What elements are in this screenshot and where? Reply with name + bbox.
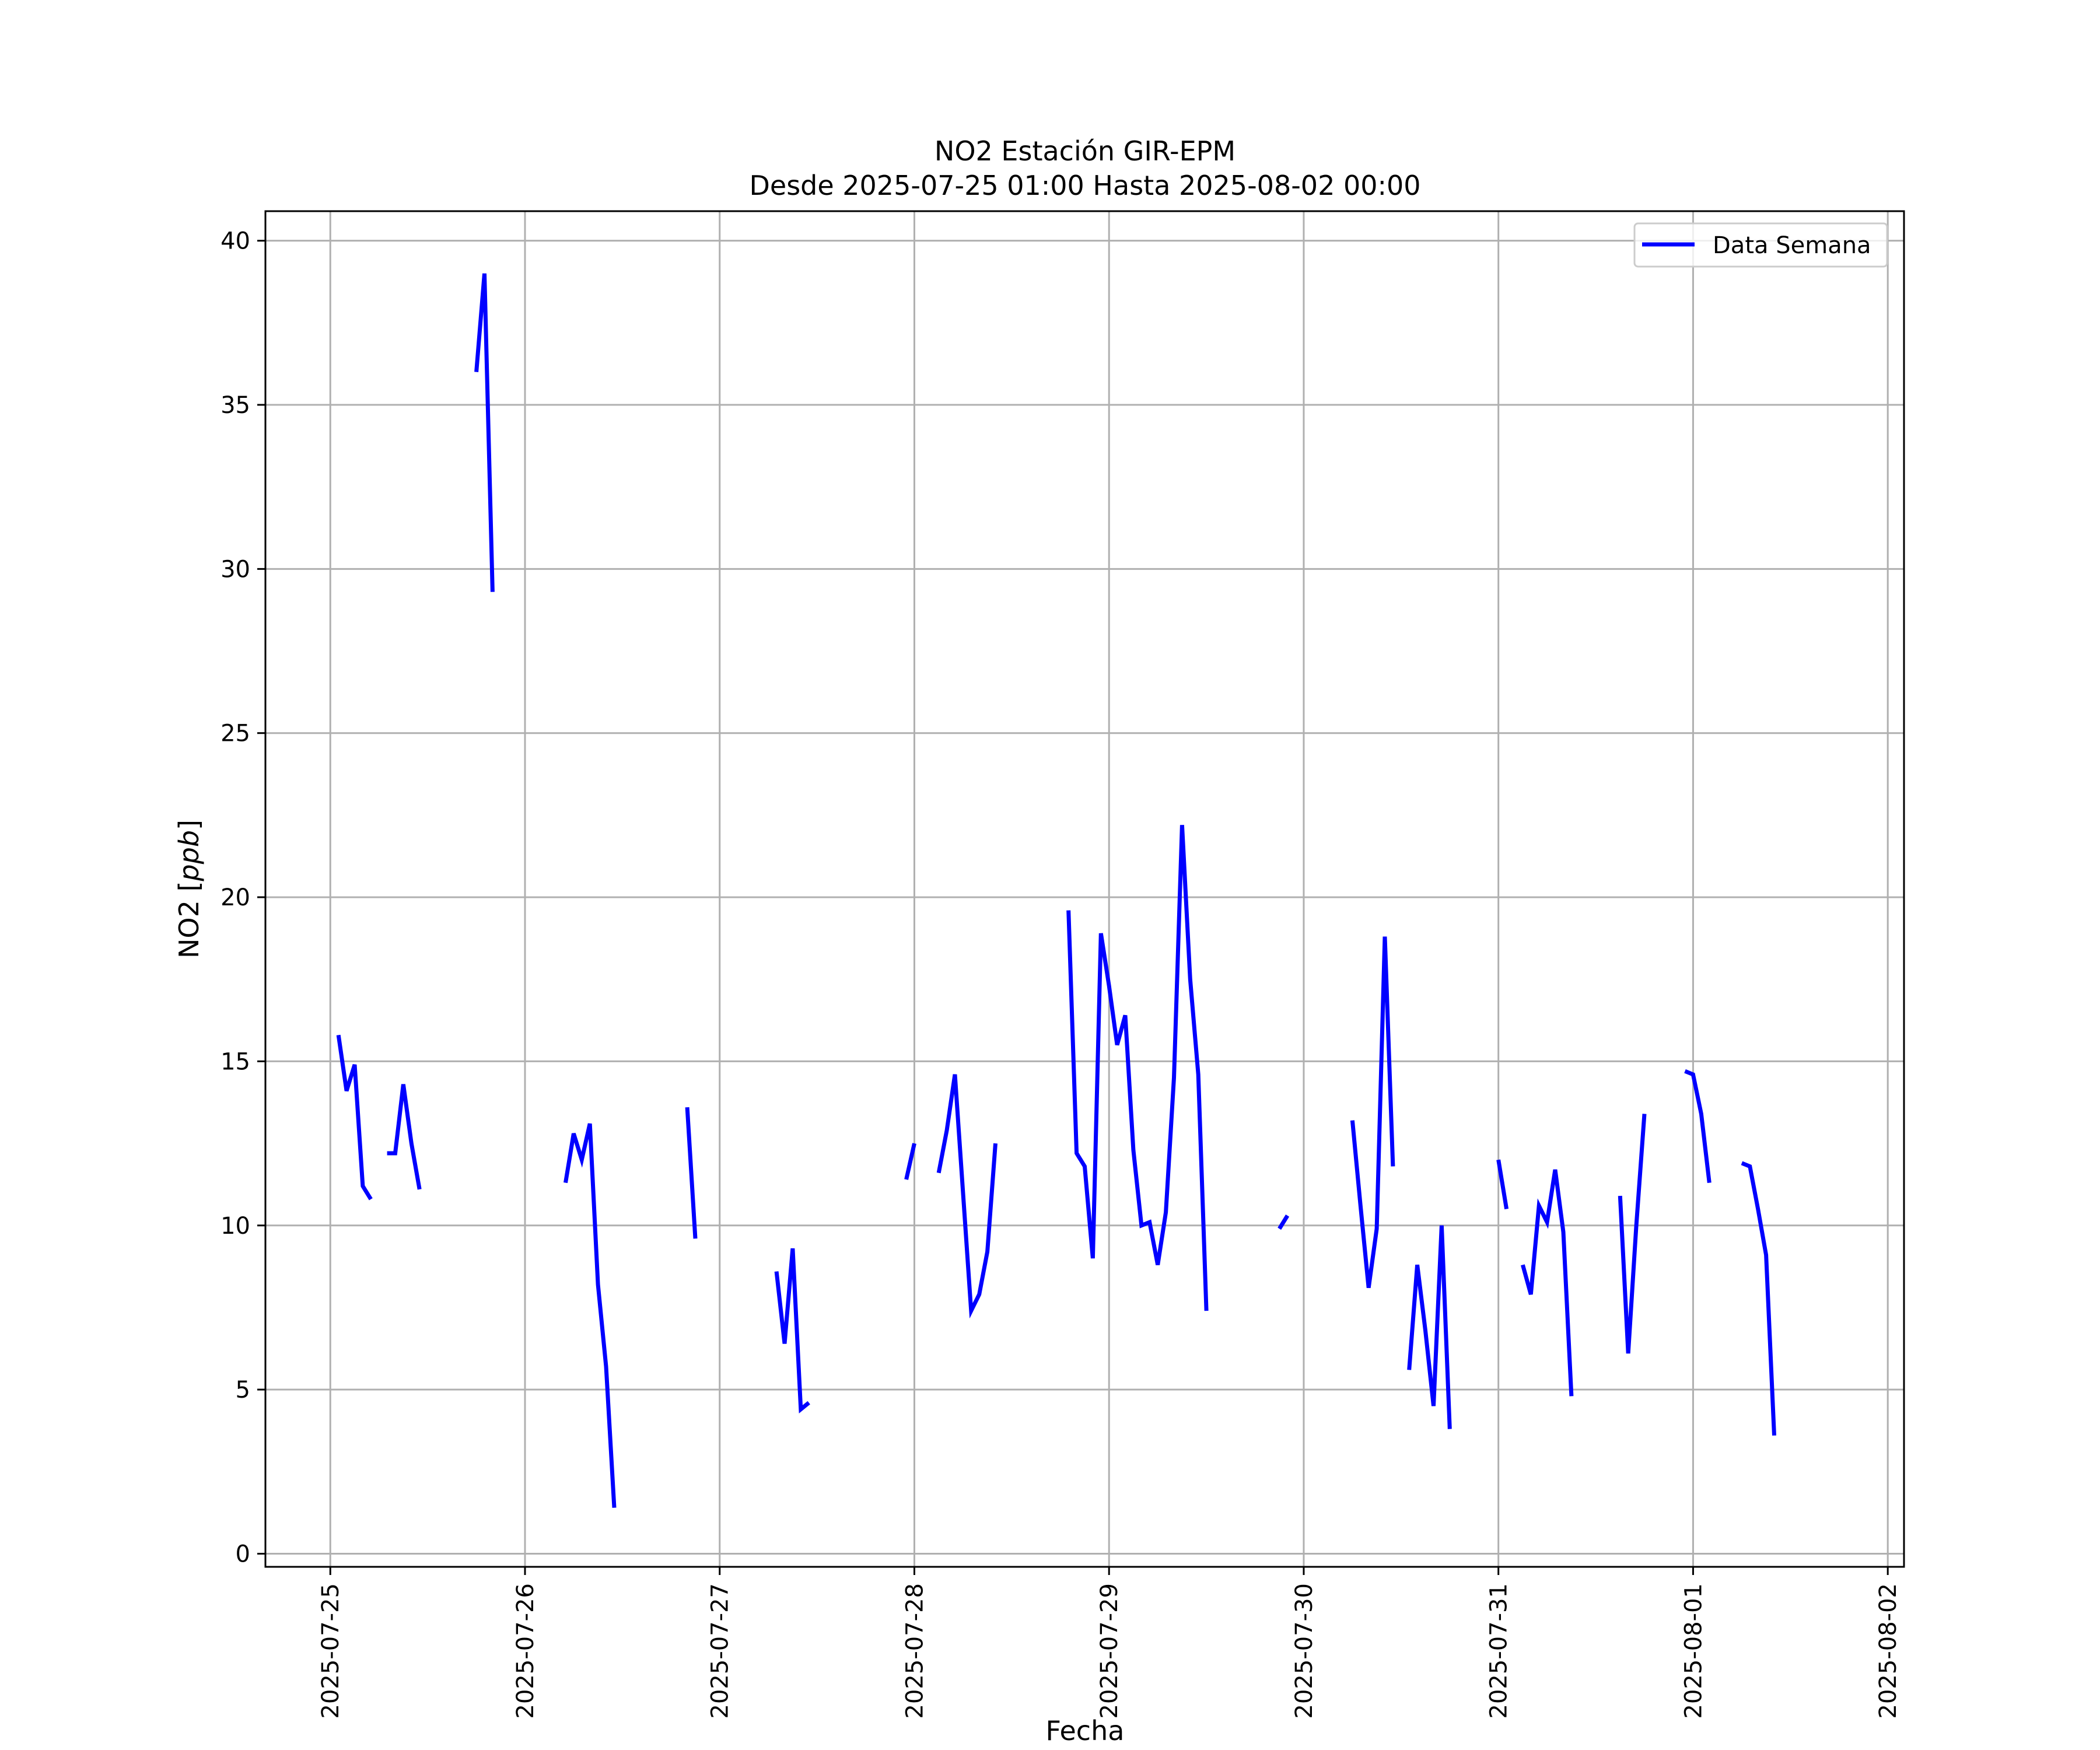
x-tick-label: 2025-08-02 (1875, 1583, 1902, 1718)
grid-lines (265, 211, 1904, 1567)
legend: Data Semana (1633, 222, 1888, 268)
series-line-segment (1618, 1114, 1647, 1354)
y-axis-label: NO2 [ppb] (173, 820, 205, 958)
x-tick-label: 2025-07-25 (317, 1583, 344, 1718)
y-axis-label-prefix: NO2 [ (173, 881, 205, 958)
series-line-segment (1684, 1069, 1712, 1184)
chart-subtitle: Desde 2025-07-25 01:00 Hasta 2025-08-02 … (749, 170, 1420, 201)
series-line-segment (1741, 1161, 1776, 1436)
y-tick-label: 15 (220, 1048, 250, 1075)
legend-box (1633, 222, 1888, 268)
series-line-segment (1066, 825, 1209, 1311)
y-tick-label: 20 (220, 884, 250, 911)
x-tick-label: 2025-07-30 (1291, 1583, 1318, 1718)
series-line-segment (774, 1248, 810, 1413)
series-line-segment (1407, 1225, 1452, 1429)
x-tick-label: 2025-07-26 (512, 1583, 539, 1718)
series-line-segment (1496, 1159, 1509, 1210)
x-tick-label: 2025-07-29 (1096, 1583, 1123, 1718)
series-line-segment (904, 1143, 916, 1180)
series-line-segment (685, 1107, 698, 1239)
x-tick-label: 2025-07-31 (1486, 1583, 1513, 1718)
y-tick-label: 35 (220, 392, 250, 419)
y-tick-label: 10 (220, 1213, 250, 1240)
series-line-segment (336, 1034, 373, 1200)
x-axis-label: Fecha (1046, 1715, 1125, 1746)
x-tick-label: 2025-07-28 (901, 1583, 928, 1718)
series-line-segment (1350, 936, 1395, 1289)
y-axis-label-suffix: ] (173, 820, 205, 830)
axis-ticks: 2025-07-25 2025-07-26 2025-07-27 2025-07-28… (220, 228, 1902, 1719)
series-line-segment (936, 1074, 998, 1319)
chart-title: NO2 Estación GIR-EPM (935, 135, 1236, 167)
series-line-segment (1278, 1214, 1290, 1230)
series-line-segment (474, 273, 495, 592)
y-tick-label: 25 (220, 720, 250, 747)
series-data-semana (336, 273, 1776, 1508)
series-line-segment (1521, 1169, 1574, 1396)
y-tick-label: 5 (236, 1377, 250, 1404)
y-tick-label: 40 (220, 228, 250, 255)
x-tick-label: 2025-08-01 (1680, 1583, 1707, 1718)
legend-entry-data-semana: Data Semana (1713, 232, 1871, 259)
plot-area-frame (264, 210, 1905, 1568)
y-tick-label: 0 (236, 1541, 250, 1567)
y-tick-label: 30 (220, 556, 250, 583)
x-tick-label: 2025-07-27 (707, 1583, 734, 1718)
series-line-segment (387, 1084, 422, 1190)
series-line-segment (564, 1123, 617, 1508)
y-axis-label-unit: ppb (173, 830, 205, 882)
